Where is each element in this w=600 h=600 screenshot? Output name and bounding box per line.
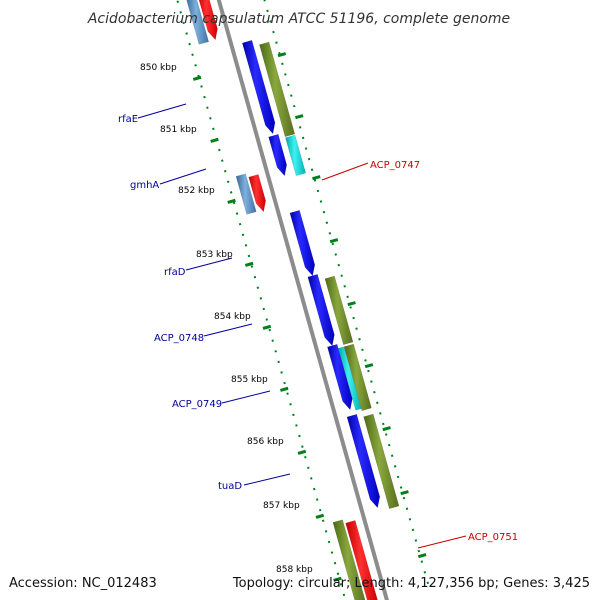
gene-label-ACP_0747[interactable]: ACP_0747 [370,160,420,171]
map-title: Acidobacterium capsulatum ATCC 51196, co… [87,11,510,27]
genome-backbone [216,0,389,600]
kbp-tick-7 [400,490,409,496]
kbp-tick-0 [277,52,287,58]
kbp-tick-6 [382,426,391,432]
feature-gmhA-cyan [285,134,307,177]
feature-ACP_0749-blue [327,343,353,411]
kbp-tick-right-0 [192,75,202,81]
gene-label-ACP_0748[interactable]: ACP_0748 [154,333,204,344]
kbp-tick-8 [417,553,427,559]
feature-ACP_0748-blue [307,273,335,347]
gene-label-rfaE[interactable]: rfaE [118,114,138,125]
kbp-tick-right-6 [297,449,307,455]
kbp-label-855: 855 kbp [231,375,268,385]
leader-ACP_0749 [221,390,271,404]
kbp-label-851: 851 kbp [160,125,197,135]
accession-label: Accession: NC_012483 [9,576,157,591]
gene-labels: rfaE gmhA rfaD ACP_0748 ACP_0749 tuaD AC… [118,114,518,543]
kbp-tick-5 [364,363,374,369]
feature-tuaD-olive [363,413,400,510]
gene-label-ACP_0749[interactable]: ACP_0749 [172,399,222,410]
kbp-tick-3 [329,238,339,244]
leader-tuaD [243,473,291,486]
kbp-labels: 850 kbp 851 kbp 852 kbp 853 kbp 854 kbp … [140,63,313,575]
kbp-ticks [192,52,427,582]
feature-ACP_0747-steel [235,173,257,215]
feature-rfaD-blue [289,209,316,277]
feature-ACP_0747-red [248,174,266,213]
leader-ACP_0748 [203,323,253,337]
gene-label-tuaD[interactable]: tuaD [218,481,242,492]
kbp-tick-right-4 [262,324,272,330]
kbp-tick-4 [347,301,356,307]
gene-label-rfaD[interactable]: rfaD [164,267,186,278]
kbp-tick-right-7 [315,513,325,519]
label-leader-lines [137,103,467,549]
feature-ACP_0751-olive [332,519,366,600]
kbp-tick-2 [312,175,321,181]
leader-rfaD [185,257,233,271]
gene-features [186,0,400,600]
feature-ACP_0751-red [345,520,378,600]
leader-ACP_0747 [321,162,369,181]
feature-rfaE-blue [241,39,276,135]
kbp-label-854: 854 kbp [214,312,251,322]
kbp-tick-right-3 [244,261,254,267]
topology-label: Topology: circular; Length: 4,127,356 bp… [232,576,590,591]
feature-gmhA-blue [268,133,287,177]
kbp-label-853: 853 kbp [196,250,233,260]
kbp-label-858: 858 kbp [276,565,313,575]
kbp-tick-right-2 [227,198,236,204]
kbp-label-857: 857 kbp [263,501,300,511]
feature-rfaE-olive [259,41,296,138]
kbp-tick-right-8 [333,576,342,582]
leader-rfaE [137,103,187,119]
gene-label-ACP_0751[interactable]: ACP_0751 [468,532,518,543]
kbp-label-852: 852 kbp [178,186,215,196]
feature-ACP_0749-cyan [337,346,362,411]
feature-ACP_0749-olive [343,343,372,412]
leader-gmhA [159,168,207,185]
feature-tuaD-blue [346,413,381,509]
gene-label-gmhA[interactable]: gmhA [130,180,159,191]
kbp-tick-1 [294,114,304,120]
leader-ACP_0751 [417,535,467,549]
feature-top-steel [186,0,210,45]
kbp-tick-right-5 [279,386,289,392]
kbp-label-856: 856 kbp [247,437,284,447]
feature-top-red [198,0,218,41]
kbp-label-850: 850 kbp [140,63,177,73]
feature-ACP_0748-olive [324,275,354,346]
kbp-tick-right-1 [210,137,219,143]
